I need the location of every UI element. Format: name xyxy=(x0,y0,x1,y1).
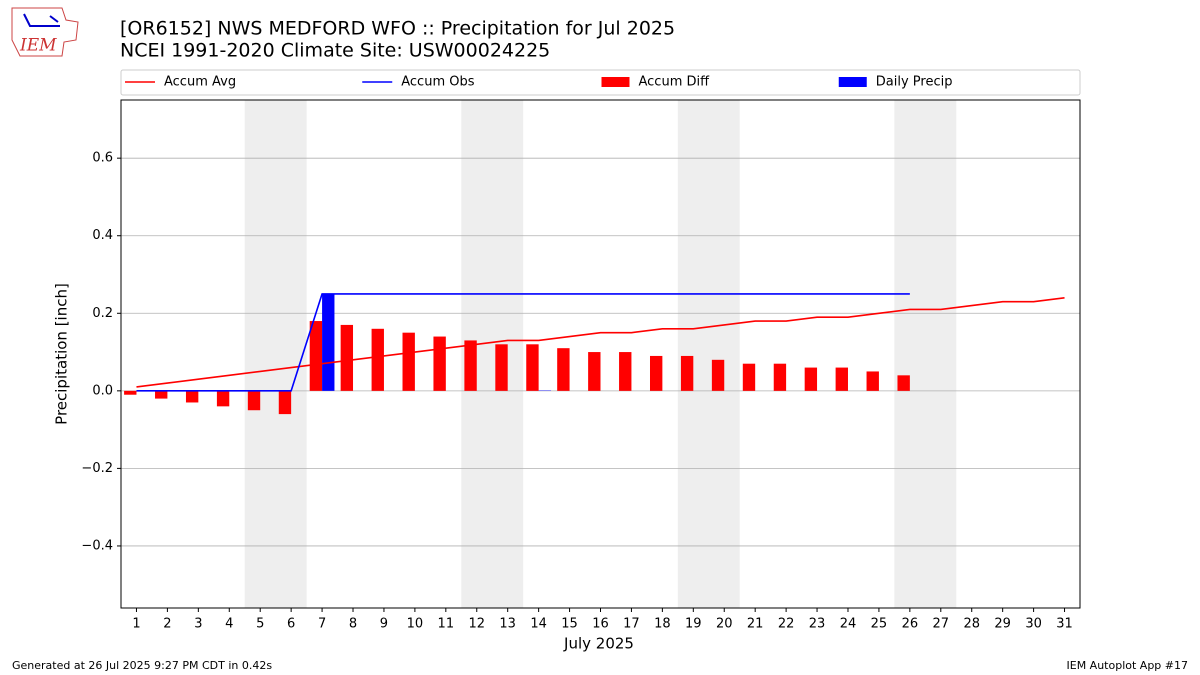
bar xyxy=(216,390,230,407)
x-tick-label: 29 xyxy=(994,617,1011,632)
chart-title: [OR6152] NWS MEDFORD WFO :: Precipitatio… xyxy=(120,18,675,40)
bar xyxy=(247,390,261,411)
y-tick-label: −0.2 xyxy=(81,461,113,476)
bar xyxy=(866,371,879,391)
x-tick-label: 22 xyxy=(778,617,795,632)
weekend-shade xyxy=(894,100,957,608)
legend-swatch xyxy=(838,77,867,87)
bar xyxy=(464,340,477,391)
x-tick-label: 15 xyxy=(561,617,578,632)
bar xyxy=(649,355,663,391)
legend-label: Accum Diff xyxy=(639,75,711,90)
x-tick-label: 20 xyxy=(716,617,733,632)
weekend-shade xyxy=(677,100,740,608)
x-tick-label: 4 xyxy=(225,617,233,632)
bar xyxy=(680,355,694,391)
line xyxy=(136,293,910,392)
x-tick-label: 11 xyxy=(438,617,455,632)
x-tick-label: 28 xyxy=(963,617,980,632)
bar xyxy=(557,348,570,391)
footer-left: Generated at 26 Jul 2025 9:27 PM CDT in … xyxy=(12,659,272,672)
legend-label: Accum Obs xyxy=(401,75,474,90)
bar xyxy=(773,363,787,391)
x-tick-label: 23 xyxy=(809,617,826,632)
legend-frame xyxy=(120,69,1081,96)
bar xyxy=(742,363,756,391)
x-tick-label: 12 xyxy=(468,617,485,632)
x-tick-label: 3 xyxy=(194,617,202,632)
bar xyxy=(402,332,415,391)
bar xyxy=(278,390,292,415)
x-tick-label: 26 xyxy=(902,617,919,632)
bar xyxy=(124,390,137,395)
bar xyxy=(588,352,601,391)
bar xyxy=(340,324,354,391)
chart-subtitle: NCEI 1991-2020 Climate Site: USW00024225 xyxy=(120,40,550,62)
line xyxy=(136,296,1065,388)
bar xyxy=(309,321,323,391)
y-tick-label: 0.6 xyxy=(92,151,113,166)
x-tick-label: 31 xyxy=(1056,617,1073,632)
bar xyxy=(619,352,632,391)
bar xyxy=(371,328,384,391)
x-tick-label: 10 xyxy=(407,617,424,632)
y-tick-label: 0.2 xyxy=(92,306,113,321)
x-tick-label: 18 xyxy=(654,617,671,632)
logo: IEM xyxy=(11,7,79,57)
legend-label: Accum Avg xyxy=(164,75,236,90)
x-tick-label: 1 xyxy=(132,617,140,632)
bar xyxy=(897,375,910,391)
plot-area xyxy=(121,100,1080,608)
bar xyxy=(526,344,539,391)
x-tick-label: 17 xyxy=(623,617,640,632)
weekend-shade xyxy=(244,100,307,608)
x-tick-label: 2 xyxy=(163,617,171,632)
legend: Accum Avg Accum Obs Accum Diff Daily Precip xyxy=(120,69,1081,96)
x-tick-label: 24 xyxy=(840,617,857,632)
x-tick-label: 9 xyxy=(380,617,388,632)
bar xyxy=(835,367,848,391)
x-tick-label: 21 xyxy=(747,617,764,632)
x-tick-label: 5 xyxy=(256,617,264,632)
bar xyxy=(185,390,199,403)
x-tick-label: 14 xyxy=(530,617,547,632)
plot-frame xyxy=(120,99,1081,609)
logo-text: IEM xyxy=(19,36,57,56)
x-axis-label: July 2025 xyxy=(563,635,634,653)
y-tick-label: 0.0 xyxy=(92,383,113,398)
x-tick-label: 7 xyxy=(318,617,326,632)
x-tick-label: 13 xyxy=(499,617,516,632)
x-tick-label: 27 xyxy=(933,617,950,632)
x-tick-label: 8 xyxy=(349,617,357,632)
bar xyxy=(804,367,818,391)
x-tick-label: 16 xyxy=(592,617,609,632)
bar xyxy=(495,344,508,391)
logo-icon xyxy=(23,13,60,27)
logo-outline xyxy=(11,7,79,57)
bar xyxy=(711,359,725,391)
x-tick-label: 6 xyxy=(287,617,295,632)
y-tick-label: 0.4 xyxy=(92,228,113,243)
footer-right: IEM Autoplot App #17 xyxy=(1067,659,1189,672)
legend-swatch xyxy=(601,77,630,87)
legend-label: Daily Precip xyxy=(876,75,953,90)
bar xyxy=(433,336,446,391)
x-tick-label: 25 xyxy=(871,617,888,632)
y-tick-label: −0.4 xyxy=(81,538,113,553)
y-axis-label: Precipitation [inch] xyxy=(53,283,71,425)
bar xyxy=(155,390,168,399)
x-tick-label: 19 xyxy=(685,617,702,632)
x-tick-label: 30 xyxy=(1025,617,1042,632)
bar xyxy=(322,293,335,391)
